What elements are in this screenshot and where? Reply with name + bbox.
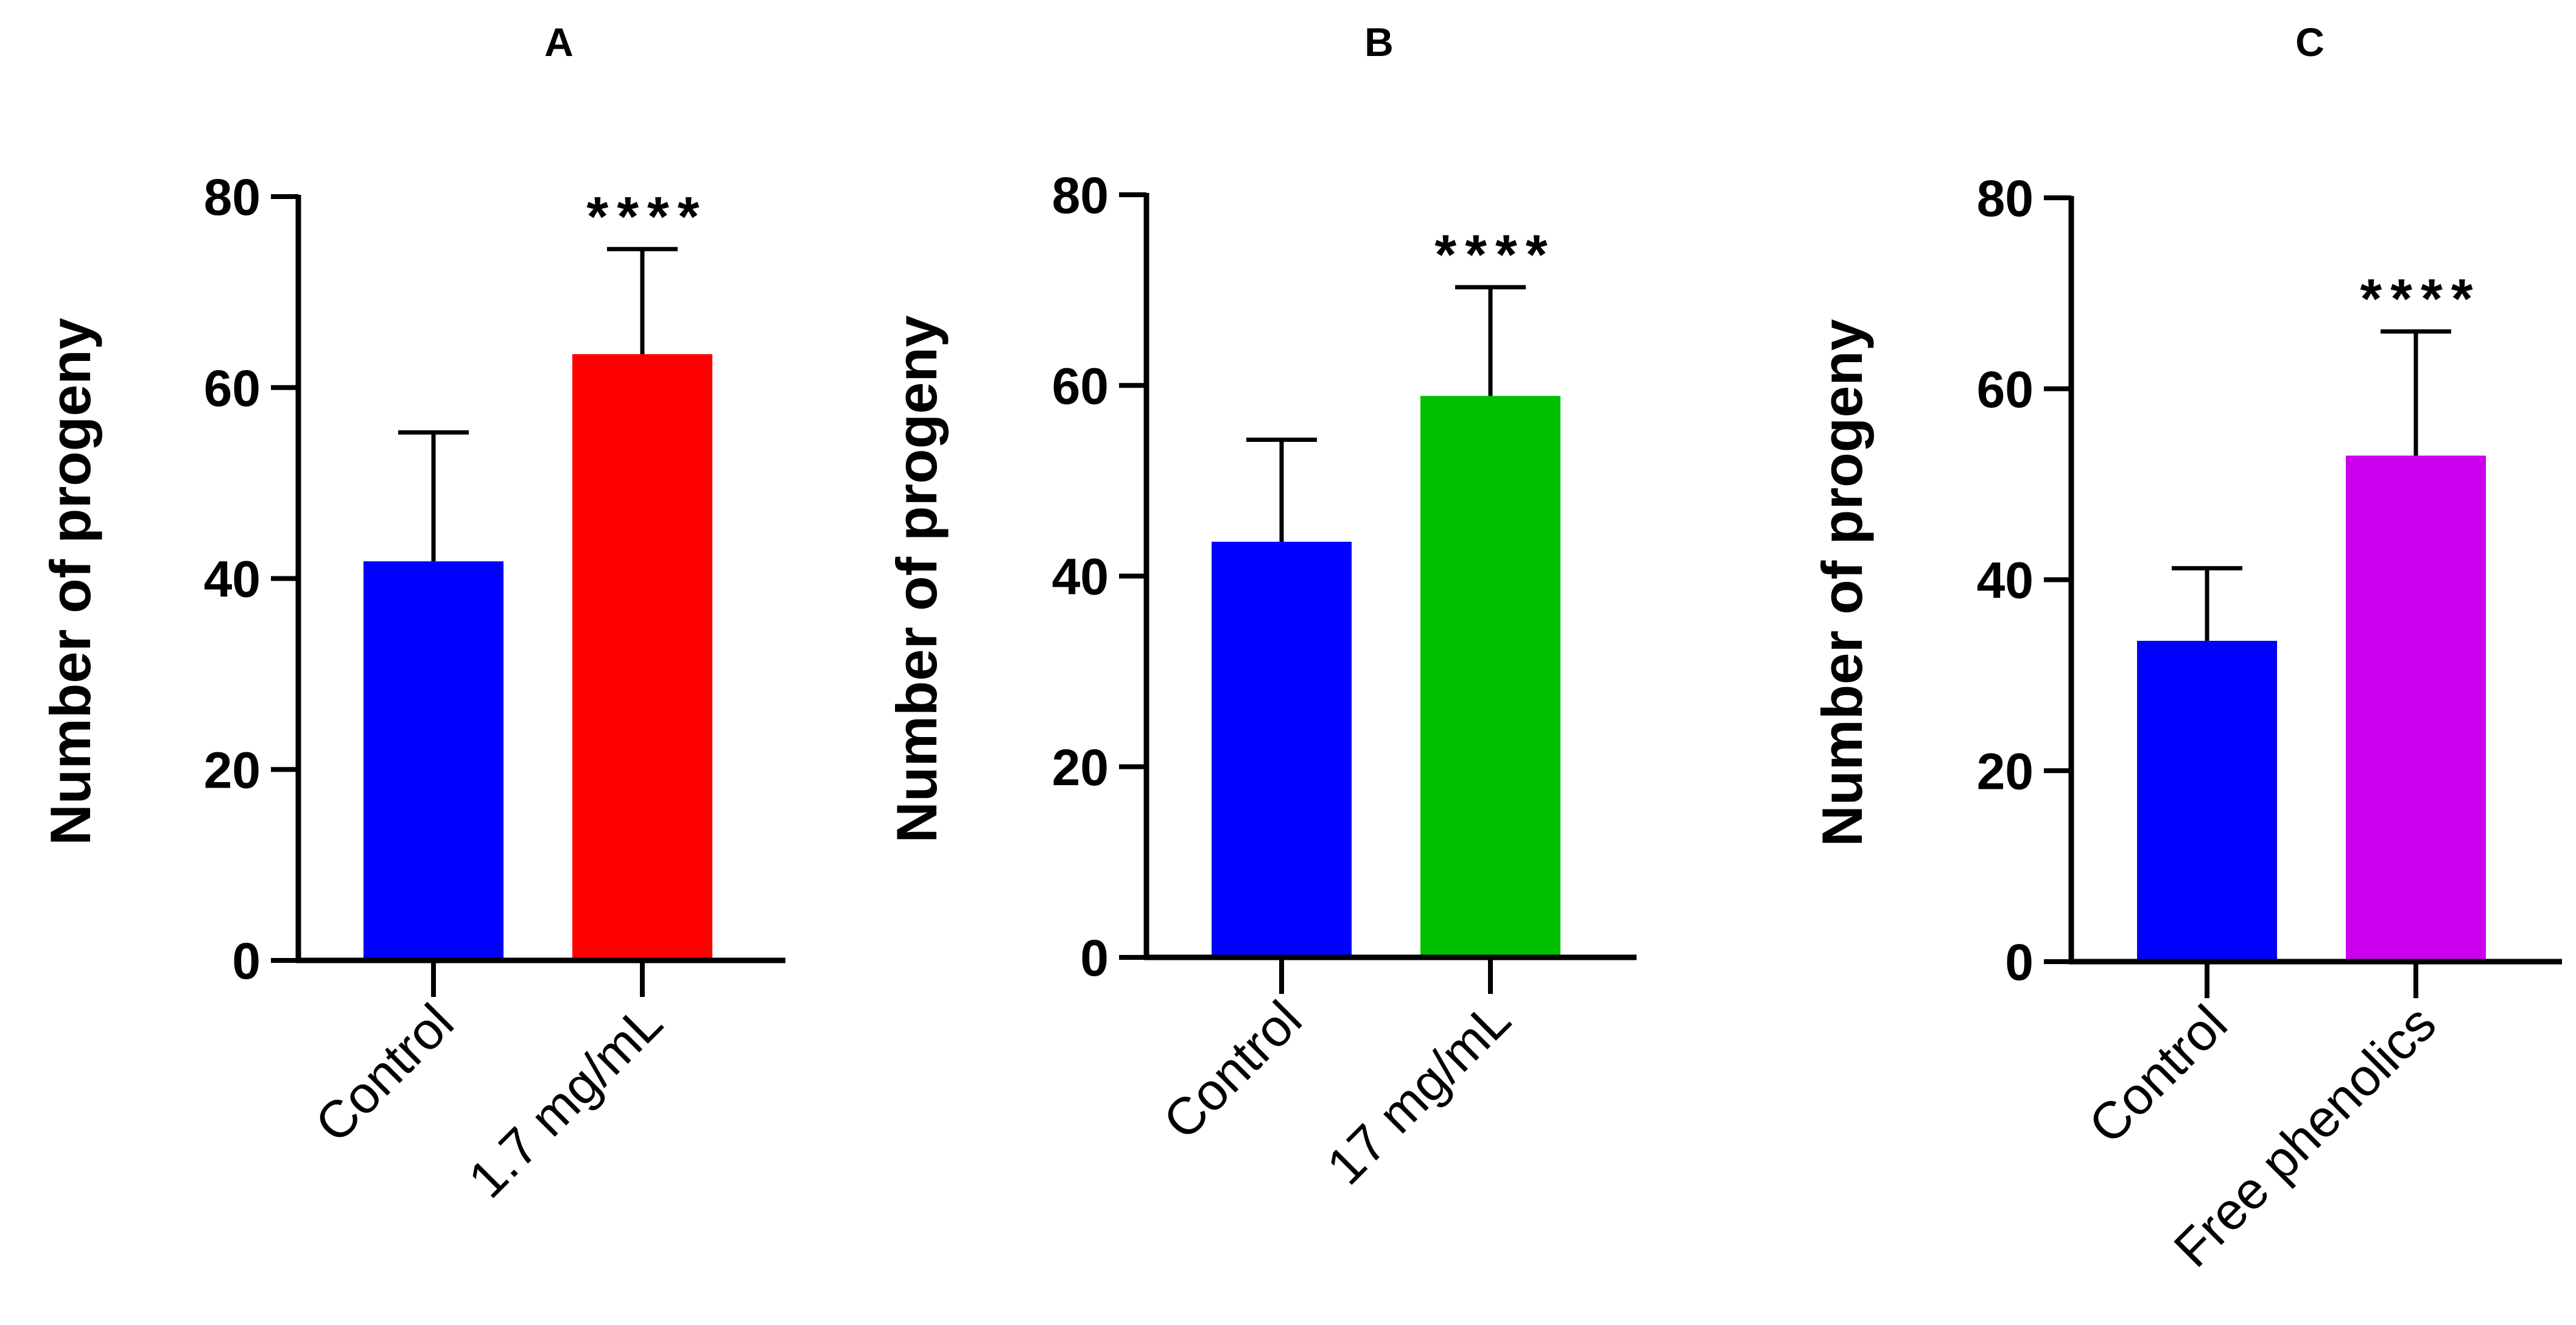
bar [572,354,712,960]
y-axis-label: Number of progeny [1810,319,1874,847]
bar [1212,542,1352,957]
y-tick-label: 0 [2005,934,2034,991]
significance-marker: **** [586,186,707,248]
x-tick-label: Control [2078,995,2239,1155]
y-tick-label: 20 [1052,739,1109,796]
y-tick-label: 40 [1052,548,1109,606]
y-axis-label: Number of progeny [885,315,949,843]
y-tick-label: 0 [1080,929,1109,987]
bar [2137,640,2277,962]
significance-marker: **** [1434,224,1556,286]
panel-b: B Number of progeny 0 20 40 60 80 Control 17 mg/… [885,19,1637,1196]
x-tick-label: Control [1153,990,1313,1151]
y-tick-label: 40 [204,551,261,608]
significance-marker: **** [2360,268,2481,330]
bar [1420,396,1560,957]
y-tick-label: 60 [1052,357,1109,414]
x-tick-label: 17 mg/mL [1316,990,1521,1196]
y-tick-label: 80 [204,169,261,226]
y-tick-label: 60 [204,360,261,417]
bar [2346,455,2486,962]
y-tick-label: 0 [232,932,261,990]
panel-letter: B [1364,19,1394,65]
y-tick-label: 80 [1052,167,1109,224]
y-tick-label: 80 [1977,170,2034,227]
panel-letter: A [544,19,574,65]
y-tick-label: 40 [1977,552,2034,609]
bar [363,561,504,960]
y-tick-label: 20 [204,741,261,799]
x-tick-label: Control [304,993,465,1154]
panel-letter: C [2295,19,2325,65]
y-axis-label: Number of progeny [38,318,102,845]
y-tick-label: 60 [1977,361,2034,418]
y-tick-label: 20 [1977,743,2034,800]
x-tick-label: 1.7 mg/mL [457,993,673,1209]
